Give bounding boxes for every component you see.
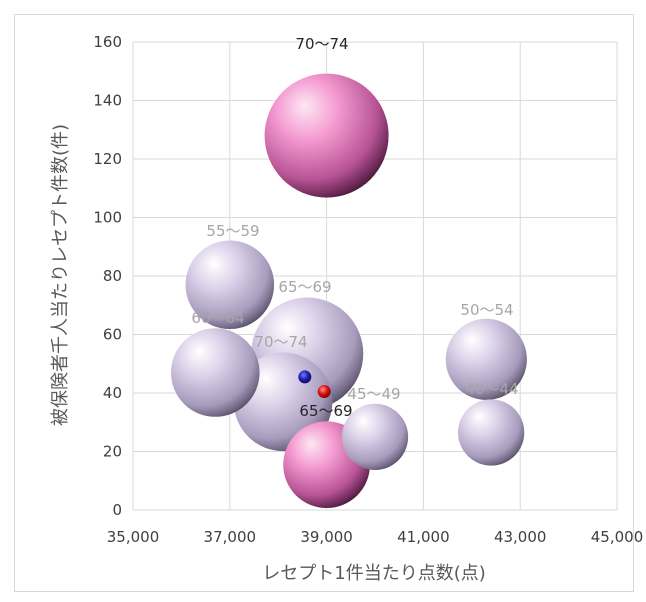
- bubble: [445, 318, 527, 400]
- bubble: [341, 403, 409, 471]
- bubble-label: 50～54: [460, 301, 513, 319]
- y-tick-label: 100: [93, 209, 122, 227]
- bubble-label: 60～64: [191, 309, 244, 327]
- bubbles-layer: [170, 73, 527, 509]
- x-tick-label: 39,000: [300, 528, 353, 546]
- bubble-label: 55～59: [206, 222, 259, 240]
- y-tick-label: 60: [103, 326, 122, 344]
- bubble: [458, 399, 525, 466]
- x-tick-label: 35,000: [107, 528, 160, 546]
- y-tick-label: 0: [112, 501, 122, 519]
- blue-marker: [298, 370, 312, 384]
- y-tick-label: 140: [93, 92, 122, 110]
- x-tick-label: 45,000: [591, 528, 644, 546]
- bubble-label: 65～69: [299, 402, 352, 420]
- x-tick-label: 43,000: [494, 528, 547, 546]
- bubble: [264, 73, 389, 198]
- red-marker: [317, 385, 331, 399]
- markers-layer: [298, 370, 331, 399]
- x-axis-ticks: 35,000 37,000 39,000 41,000 43,000 45,000: [107, 528, 644, 546]
- bubble: [170, 328, 260, 417]
- y-axis-ticks: 0 20 40 60 80 100 120 140 160: [93, 33, 122, 519]
- y-axis-title: 被保険者千人当たりレセプト件数(件): [50, 124, 71, 426]
- bubble: [185, 240, 275, 330]
- bubble-label: 70～74: [295, 35, 348, 53]
- x-tick-label: 37,000: [204, 528, 257, 546]
- y-tick-label: 40: [103, 384, 122, 402]
- bubble-label: 65～69: [278, 278, 331, 296]
- y-tick-label: 80: [103, 267, 122, 285]
- bubble-labels-layer: 70～74 70～74 55～59 60～64 65～69 50～54 40～44 45～49…: [191, 35, 518, 420]
- x-tick-label: 41,000: [397, 528, 450, 546]
- bubble-label: 45～49: [347, 385, 400, 403]
- bubble-label: 70～74: [254, 333, 307, 351]
- y-tick-label: 20: [103, 443, 122, 461]
- y-tick-label: 120: [93, 150, 122, 168]
- x-axis-title: レセプト1件当たり点数(点): [262, 563, 486, 584]
- y-tick-label: 160: [93, 33, 122, 51]
- bubble-label: 40～44: [465, 380, 518, 398]
